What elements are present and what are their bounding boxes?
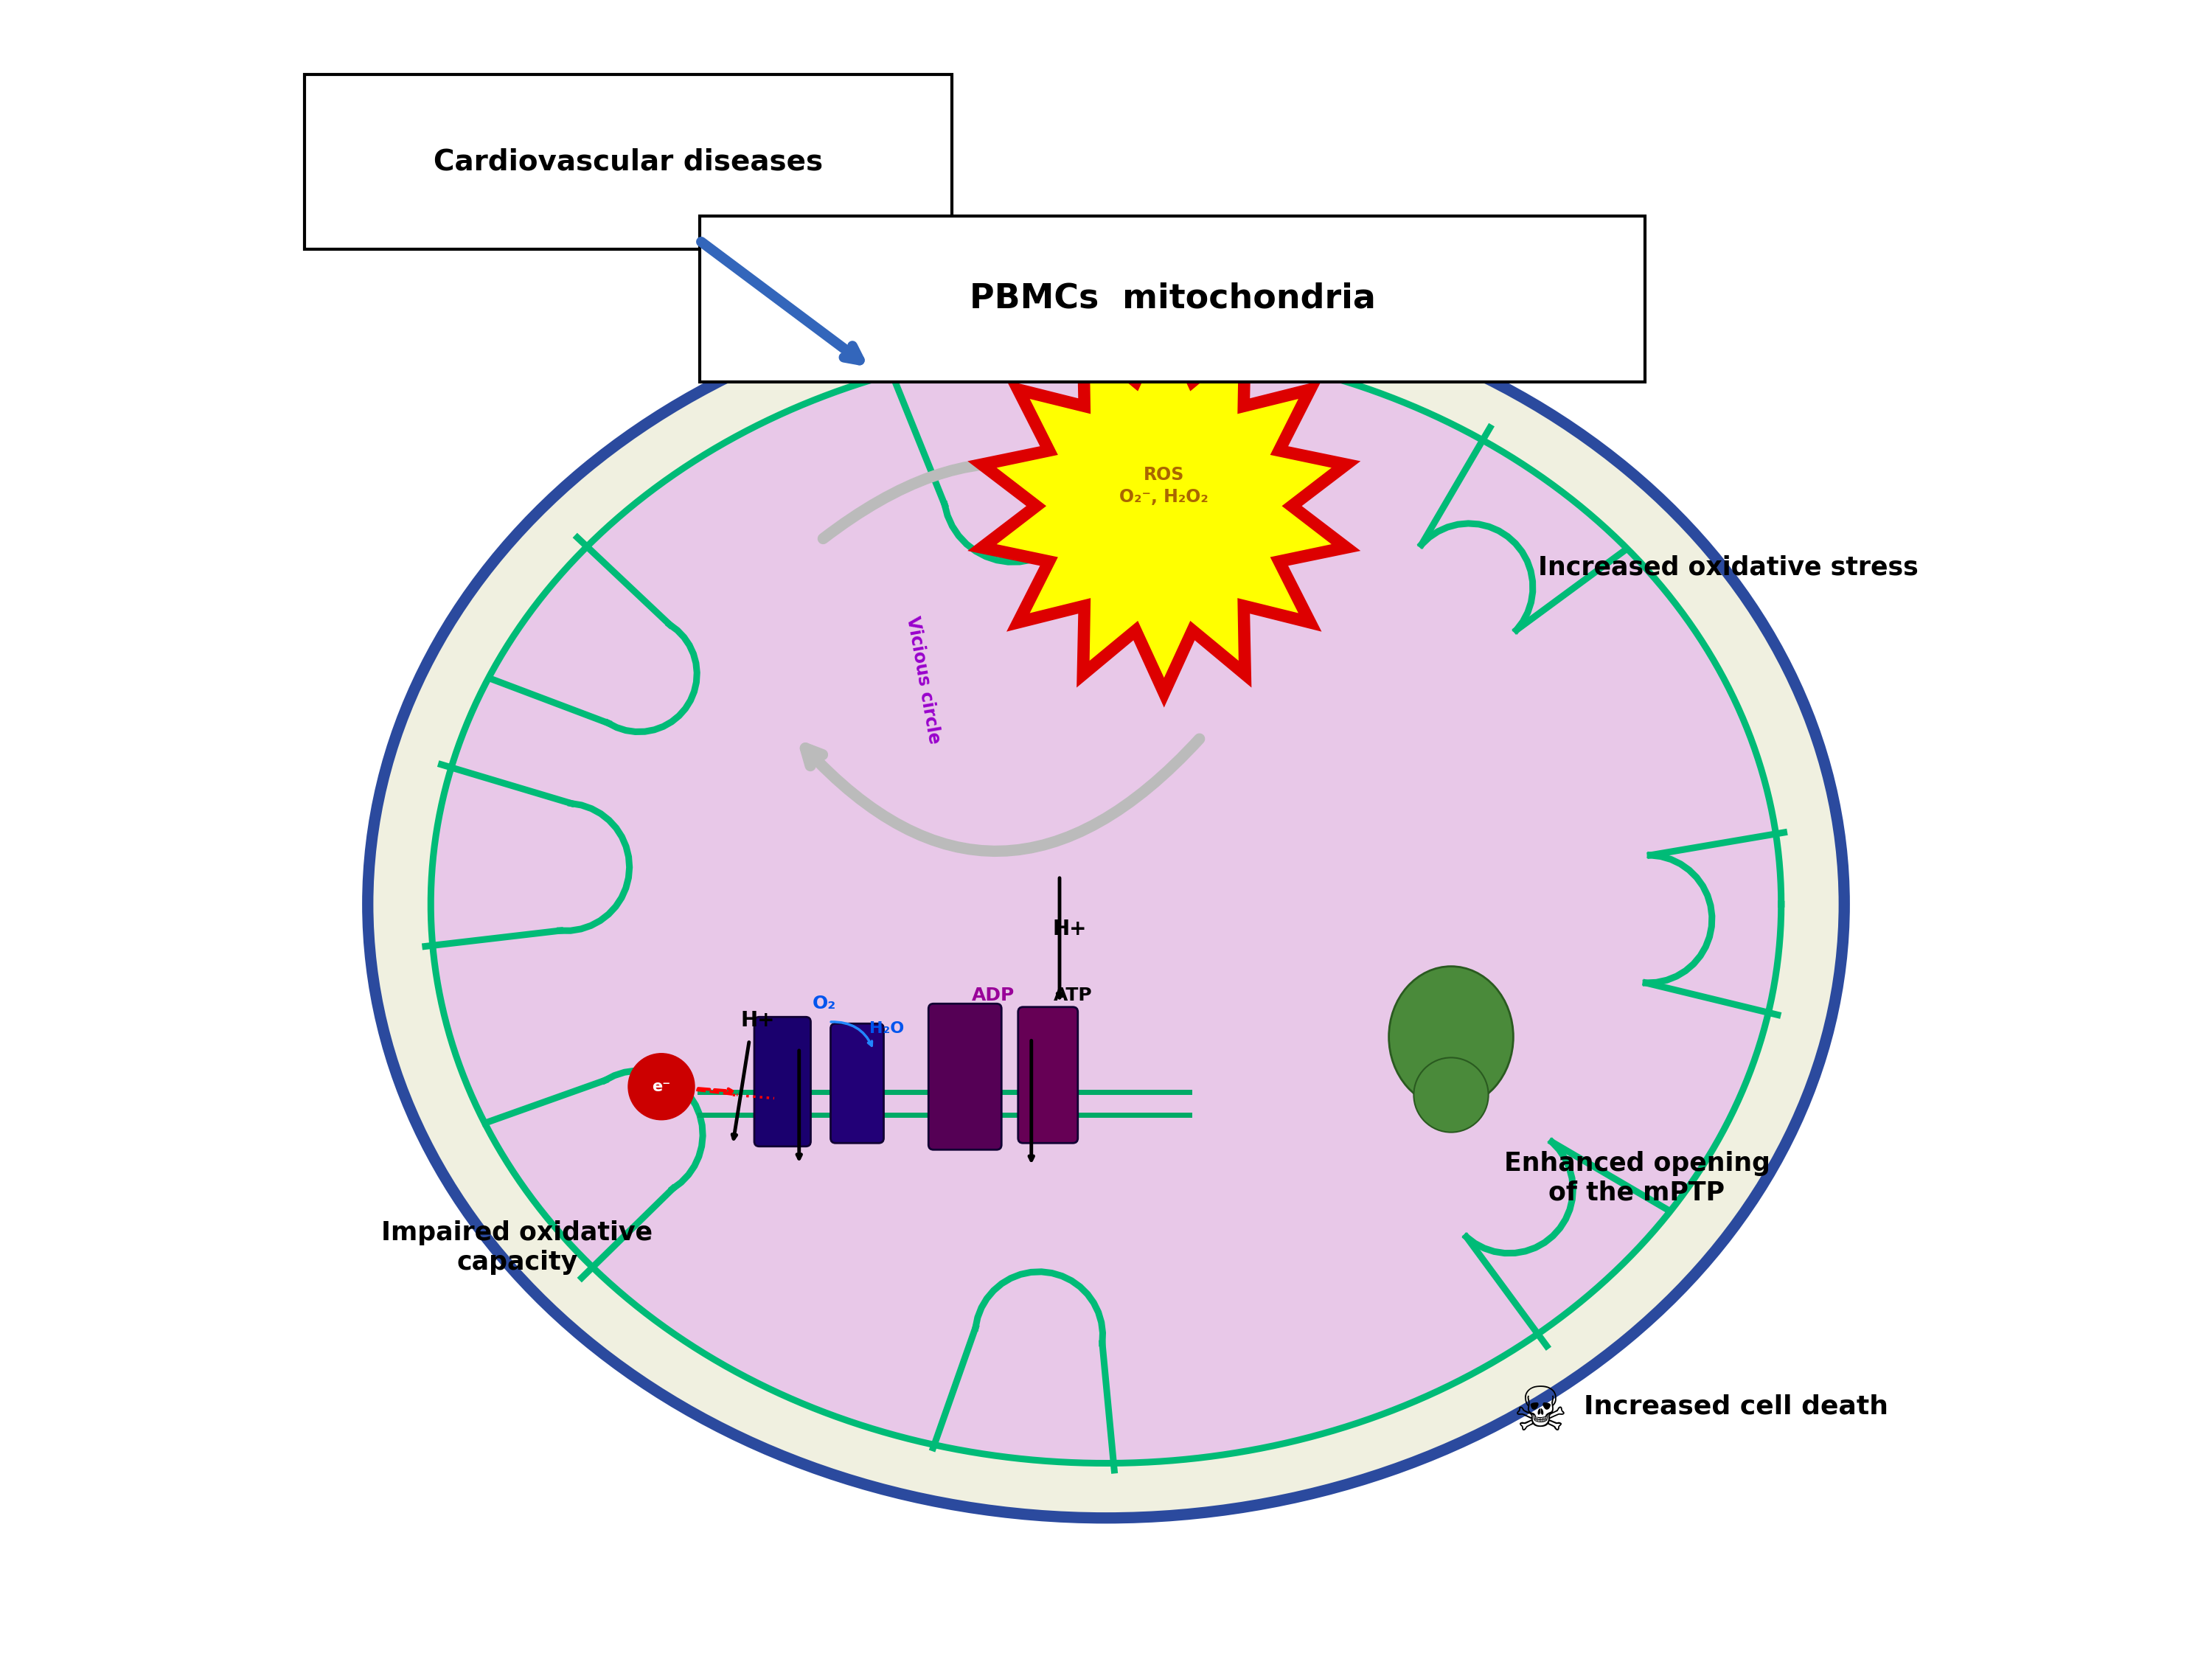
Text: H+: H+ [741,1010,774,1030]
Text: ADP: ADP [971,987,1015,1004]
Ellipse shape [367,290,1845,1518]
FancyBboxPatch shape [699,216,1646,382]
FancyBboxPatch shape [1018,1007,1077,1143]
Text: ☠: ☠ [1513,1384,1568,1443]
Text: Increased oxidative stress: Increased oxidative stress [1537,554,1918,581]
Ellipse shape [1389,966,1513,1108]
FancyBboxPatch shape [305,75,951,249]
Ellipse shape [1413,1058,1489,1131]
Text: e⁻: e⁻ [653,1080,670,1093]
FancyBboxPatch shape [929,1004,1002,1150]
FancyBboxPatch shape [754,1017,810,1146]
Text: H₂O: H₂O [869,1022,905,1035]
Text: Increased cell death: Increased cell death [1584,1394,1889,1420]
Text: O₂: O₂ [812,995,836,1012]
Text: Vicious circle: Vicious circle [902,615,945,745]
Circle shape [628,1053,695,1120]
Text: ATP: ATP [1053,987,1093,1004]
Polygon shape [971,307,1358,705]
Ellipse shape [431,345,1781,1463]
Polygon shape [993,332,1334,680]
Text: Impaired oxidative
capacity: Impaired oxidative capacity [380,1221,653,1274]
Text: Enhanced opening
of the mPTP: Enhanced opening of the mPTP [1504,1151,1770,1204]
Text: PBMCs  mitochondria: PBMCs mitochondria [969,282,1376,315]
FancyBboxPatch shape [832,1024,883,1143]
Text: H+: H+ [1053,919,1086,939]
Text: Cardiovascular diseases: Cardiovascular diseases [434,148,823,176]
Text: ROS
O₂⁻, H₂O₂: ROS O₂⁻, H₂O₂ [1119,466,1208,506]
